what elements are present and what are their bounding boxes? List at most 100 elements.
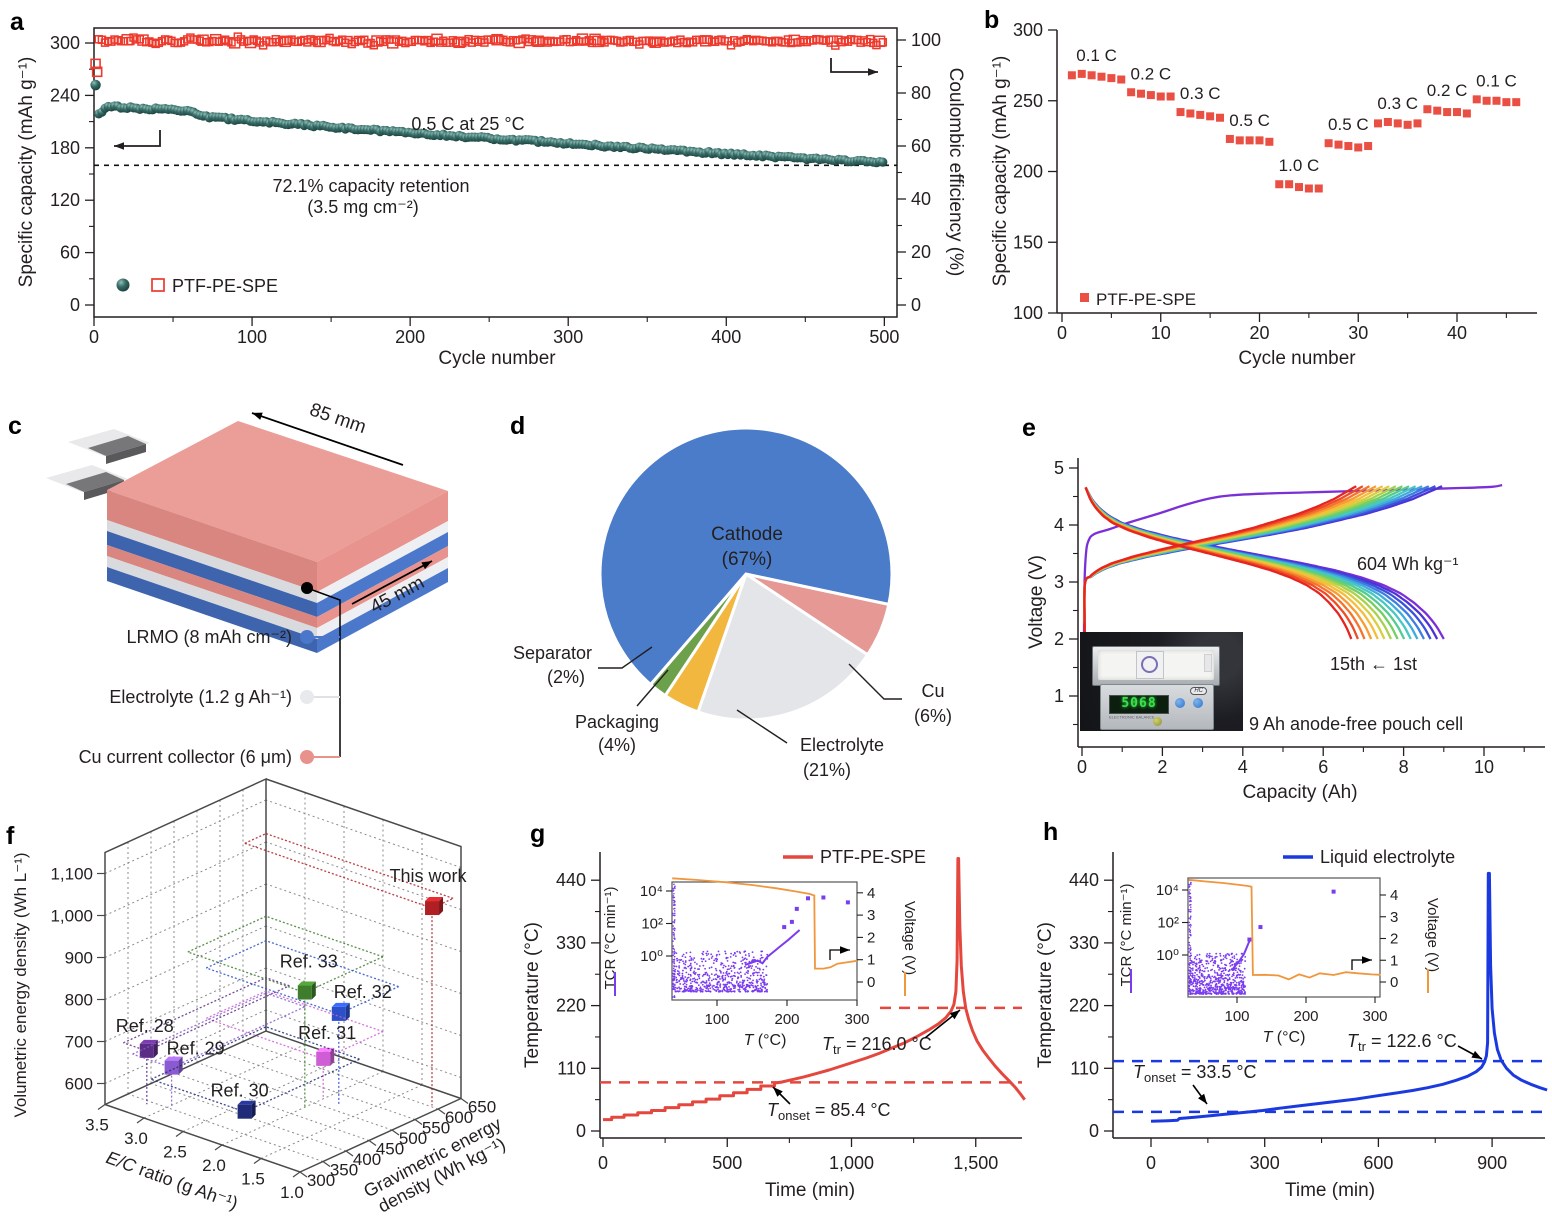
h-inset-x-tick: 200: [1293, 1008, 1318, 1025]
balance-platform: [1092, 646, 1220, 686]
a-y-tick: 120: [50, 190, 80, 210]
g-y-tick: 220: [556, 996, 586, 1016]
d-cu-label: Cu: [921, 681, 944, 701]
f-point-label: Ref. 30: [211, 1081, 269, 1101]
h-y-tick: 330: [1069, 933, 1099, 953]
a-x-tick: 300: [553, 327, 583, 347]
f-z-tick: 600: [65, 1075, 93, 1094]
d-separator-label: Separator: [513, 643, 592, 663]
a-x-tick: 400: [711, 327, 741, 347]
f-z-tick: 800: [65, 991, 93, 1010]
pie-slice-cathode: [598, 426, 894, 687]
f-ec-tick: 3.5: [85, 1116, 109, 1135]
g-y-label: Temperature (°C): [522, 922, 543, 1068]
g-inset-x-tick: 100: [704, 1011, 729, 1028]
panel-label-a: a: [10, 8, 24, 36]
f-ec-tick: 2.0: [202, 1156, 226, 1175]
h-inset-x-tick: 300: [1362, 1008, 1387, 1025]
f-ec-tick: 1.0: [280, 1183, 304, 1202]
h-x-tick: 0: [1146, 1153, 1156, 1173]
b-x-tick: 0: [1057, 323, 1067, 343]
a-x-tick: 0: [89, 327, 99, 347]
f-z-tick: 900: [65, 949, 93, 968]
c-layer-label: Cu current collector (6 μm): [79, 747, 292, 767]
h-tonset-label: Tonset = 33.5 °C: [1133, 1062, 1257, 1085]
b-y-tick: 150: [1013, 232, 1043, 252]
b-x-tick: 40: [1447, 323, 1467, 343]
b-y-label: Specific capacity (mAh g⁻¹): [990, 56, 1011, 287]
g-x-tick: 0: [598, 1153, 608, 1173]
b-rate-label: 0.2 C: [1131, 64, 1172, 83]
h-inset-v-tick: 3: [1390, 909, 1398, 926]
d-separator-pct: (2%): [547, 667, 585, 687]
h-ttr-label: Ttr = 122.6 °C: [1347, 1031, 1457, 1054]
d-cathode-pct: (67%): [722, 549, 773, 570]
g-inset-y-tick: 10⁴: [640, 883, 663, 900]
e-order-label: 15th ← 1st: [1330, 654, 1417, 674]
a-y-tick: 240: [50, 85, 80, 105]
g-inset-v-tick: 1: [867, 952, 875, 969]
e-x-tick: 0: [1077, 757, 1087, 777]
f-point-label: Ref. 29: [167, 1039, 225, 1059]
g-inset-v-tick: 0: [867, 974, 875, 991]
h-x-tick: 900: [1477, 1153, 1507, 1173]
f-point-label: This work: [390, 866, 468, 886]
h-x-tick: 300: [1250, 1153, 1280, 1173]
h-y-label: Temperature (°C): [1035, 922, 1056, 1068]
balance-model-label: ELECTRONIC BALANCE: [1109, 715, 1155, 720]
f-z-label: Volumetric energy density (Wh L⁻¹): [11, 852, 30, 1117]
f-point-label: Ref. 28: [116, 1016, 174, 1036]
g-inset-y-tick: 10²: [641, 916, 663, 933]
panel-a-cycling-chart: 0 100 200 300 400 500 0 60 120 180 240 300 0 20 40 60 80…: [16, 27, 966, 369]
f-z-tick: 1,100: [50, 865, 93, 884]
e-cell-label: 9 Ah anode-free pouch cell: [1249, 714, 1463, 734]
f-point-label: Ref. 32: [334, 982, 392, 1002]
a-x-label: Cycle number: [438, 348, 556, 369]
balance-brand-badge: HC: [1190, 687, 1207, 695]
h-inset-v-tick: 0: [1390, 974, 1398, 991]
h-inset-v-tick: 2: [1390, 931, 1398, 948]
g-inset-y-tick: 10⁰: [640, 948, 663, 965]
b-legend-label: PTF-PE-SPE: [1096, 290, 1196, 309]
g-ttr-label: Ttr = 216.0 °C: [822, 1034, 932, 1057]
g-inset-y-label: TCR (°C min⁻¹): [602, 886, 619, 989]
e-y-tick: 1: [1054, 686, 1064, 706]
a-y-tick: 60: [60, 243, 80, 263]
b-x-tick: 10: [1151, 323, 1171, 343]
a-legend-label: PTF-PE-SPE: [172, 276, 278, 296]
g-inset-v-tick: 4: [867, 885, 875, 902]
b-x-tick: 30: [1348, 323, 1368, 343]
balance-button-icon: [1193, 698, 1203, 708]
b-rate-label: 0.3 C: [1377, 94, 1418, 113]
a-y2-label: Coulombic efficiency (%): [945, 68, 966, 277]
h-inset-y-tick: 10²: [1157, 915, 1179, 932]
g-inset-x-label: T (°C): [744, 1032, 787, 1049]
f-grav-tick: 600: [445, 1108, 473, 1127]
panel-label-e: e: [1022, 414, 1036, 442]
a-y2-tick: 20: [911, 242, 931, 262]
h-x-label: Time (min): [1285, 1180, 1375, 1201]
b-rate-label: 0.1 C: [1476, 71, 1517, 90]
balance-tare-button-icon: [1153, 717, 1162, 726]
b-y-tick: 200: [1013, 162, 1043, 182]
a-retention-note2: (3.5 mg cm⁻²): [307, 197, 419, 217]
a-y2-tick: 60: [911, 136, 931, 156]
balance-button-icon: [1175, 698, 1185, 708]
panel-label-h: h: [1043, 818, 1059, 846]
a-retention-note: 72.1% capacity retention: [272, 176, 469, 196]
b-rate-label: 0.5 C: [1328, 115, 1369, 134]
b-x-label: Cycle number: [1238, 348, 1356, 369]
a-x-tick: 500: [869, 327, 899, 347]
f-grav-tick: 350: [330, 1161, 358, 1180]
e-x-tick: 10: [1474, 757, 1494, 777]
h-inset-y-label: TCR (°C min⁻¹): [1118, 883, 1135, 986]
panel-label-f: f: [6, 822, 15, 850]
a-y-tick: 300: [50, 33, 80, 53]
h-inset-v-tick: 1: [1390, 952, 1398, 969]
a-y2-tick: 40: [911, 189, 931, 209]
d-packaging-pct: (4%): [598, 735, 636, 755]
g-x-label: Time (min): [765, 1180, 855, 1201]
b-y-tick: 100: [1013, 303, 1043, 323]
